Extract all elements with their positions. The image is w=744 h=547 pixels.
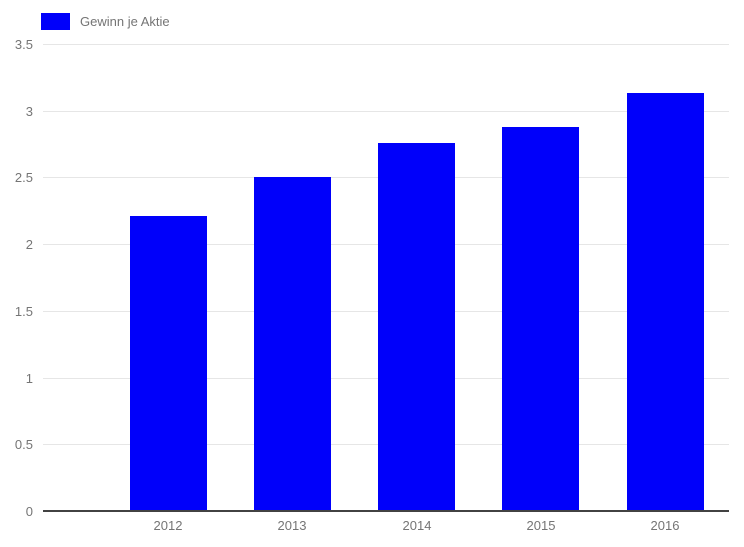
bar-2015[interactable] <box>502 127 579 511</box>
y-tick-label-2.5: 2.5 <box>14 170 33 185</box>
x-axis-baseline <box>43 510 729 512</box>
y-tick-label-1.5: 1.5 <box>14 304 33 319</box>
x-tick-label-2013: 2013 <box>277 518 307 533</box>
x-tick-label-2014: 2014 <box>402 518 432 533</box>
y-tick-label-2: 2 <box>25 237 33 252</box>
y-tick-label-1: 1 <box>25 371 33 386</box>
gridline-3 <box>43 111 729 112</box>
bar-2012[interactable] <box>130 216 207 511</box>
bar-2016[interactable] <box>627 93 704 511</box>
gridline-3.5 <box>43 44 729 45</box>
bar-2013[interactable] <box>254 177 331 511</box>
y-tick-label-3: 3 <box>25 104 33 119</box>
y-tick-label-3.5: 3.5 <box>14 37 33 52</box>
x-tick-label-2015: 2015 <box>526 518 556 533</box>
legend: Gewinn je Aktie <box>41 13 170 30</box>
x-tick-label-2012: 2012 <box>153 518 183 533</box>
y-tick-label-0.5: 0.5 <box>14 437 33 452</box>
legend-swatch <box>41 13 70 30</box>
x-tick-label-2016: 2016 <box>650 518 680 533</box>
legend-label: Gewinn je Aktie <box>80 14 170 29</box>
bar-2014[interactable] <box>378 143 455 511</box>
y-tick-label-0: 0 <box>25 504 33 519</box>
